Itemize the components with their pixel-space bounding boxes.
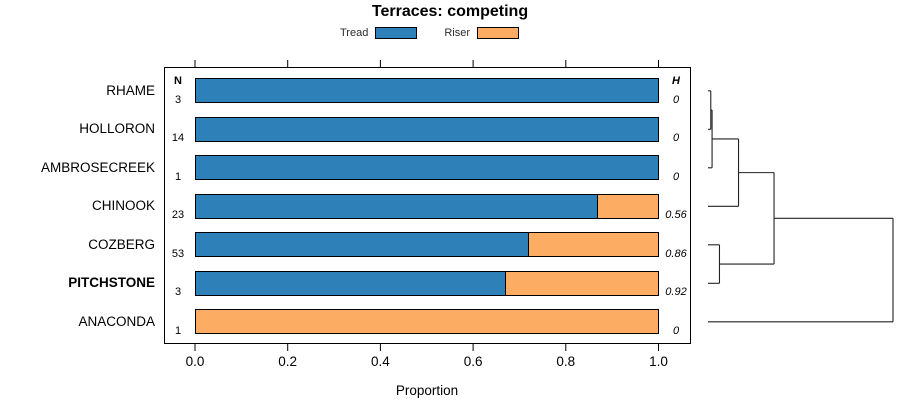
x-tick-label: 0.2 xyxy=(278,354,298,369)
category-label: AMBROSECREEK xyxy=(40,159,155,175)
tread-segment xyxy=(196,194,598,218)
h-value: 0.86 xyxy=(665,247,687,260)
n-value: 23 xyxy=(171,209,185,222)
h-value: 0 xyxy=(672,93,680,106)
category-label: CHINOOK xyxy=(91,198,155,214)
h-value: 0.92 xyxy=(665,286,687,299)
n-value: 53 xyxy=(171,247,185,260)
tread-segment xyxy=(196,233,529,257)
chart-title: Terraces: competing xyxy=(371,3,529,20)
tread-segment xyxy=(196,79,658,103)
legend-item-tread: Tread xyxy=(340,27,418,39)
stacked-bar xyxy=(195,270,659,296)
n-value: 3 xyxy=(174,93,182,106)
n-column-header: N xyxy=(174,75,182,87)
n-value: 1 xyxy=(174,170,182,183)
h-column-header: H xyxy=(672,75,680,87)
n-value: 14 xyxy=(171,132,185,145)
tread-color-swatch xyxy=(375,27,418,39)
stacked-bar xyxy=(195,193,659,219)
x-tick-label: 0.4 xyxy=(371,354,390,369)
h-value: 0.56 xyxy=(665,209,687,222)
tread-segment xyxy=(196,156,658,180)
h-value: 0 xyxy=(672,324,680,337)
x-tick-label: 0.6 xyxy=(463,354,483,369)
legend-tread-label: Tread xyxy=(340,27,369,39)
category-label: RHAME xyxy=(106,82,155,98)
h-value: 0 xyxy=(672,132,680,145)
stacked-bar xyxy=(195,78,659,104)
tread-segment xyxy=(196,117,658,141)
riser-color-swatch xyxy=(477,27,519,39)
stacked-bar xyxy=(195,155,659,181)
legend-item-riser: Riser xyxy=(444,27,519,39)
n-value: 1 xyxy=(174,324,182,337)
stacked-bar xyxy=(195,309,659,335)
x-axis-label: Proportion xyxy=(395,383,459,398)
x-tick-label: 0.0 xyxy=(185,354,205,369)
dendrogram xyxy=(708,90,894,323)
category-label: COZBERG xyxy=(88,236,155,252)
h-value: 0 xyxy=(672,170,680,183)
legend-riser-label: Riser xyxy=(444,27,470,39)
stacked-bar xyxy=(195,232,659,258)
axis-ticks xyxy=(194,60,659,351)
stacked-bar xyxy=(195,116,659,142)
x-tick-label: 0.8 xyxy=(556,354,576,369)
n-value: 3 xyxy=(174,286,182,299)
tread-segment xyxy=(196,271,506,295)
category-label: HOLLORON xyxy=(79,121,155,137)
legend: Tread Riser xyxy=(340,27,519,39)
category-label: ANACONDA xyxy=(78,313,155,329)
category-label: PITCHSTONE xyxy=(68,275,155,291)
x-tick-label: 1.0 xyxy=(649,354,668,369)
